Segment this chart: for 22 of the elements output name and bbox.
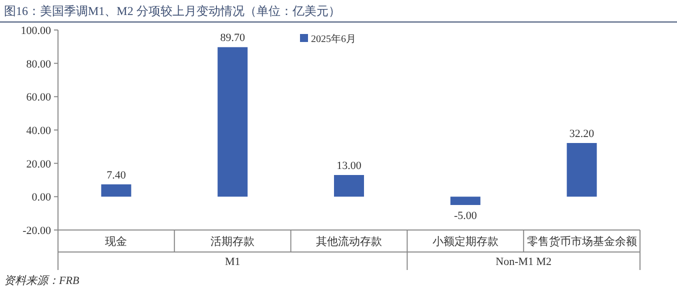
y-tick-label: 40.00: [26, 125, 52, 137]
x-tick-label: 其他流动存款: [316, 235, 382, 248]
x-tick-label: 零售货币市场基金余额: [526, 235, 637, 248]
data-label: 89.70: [220, 32, 246, 44]
chart-title: 图16：美国季调M1、M2 分项较上月变动情况（单位：亿美元）: [4, 4, 340, 18]
x-tick-label: 活期存款: [210, 236, 255, 248]
y-tick-label: -20.00: [22, 225, 52, 237]
text: Non-M1 M2: [496, 256, 552, 268]
text: 资料来源：FRB: [4, 274, 80, 287]
x-tick-label: 现金: [105, 236, 128, 248]
y-tick-label: 0.00: [32, 192, 52, 204]
y-tick-label: 60.00: [26, 92, 52, 104]
x-tick-label: 小额定期存款: [432, 235, 498, 248]
text: M1: [224, 256, 240, 268]
y-tick-label: 80.00: [26, 58, 52, 70]
data-label: 7.40: [106, 169, 126, 182]
data-label: 32.20: [569, 128, 595, 140]
data-label: 13.00: [336, 160, 362, 172]
legend-label: 2025年6月: [311, 33, 356, 45]
data-label: -5.00: [454, 210, 478, 222]
y-tick-label: 100.00: [20, 25, 52, 37]
y-tick-label: 20.00: [26, 158, 52, 170]
